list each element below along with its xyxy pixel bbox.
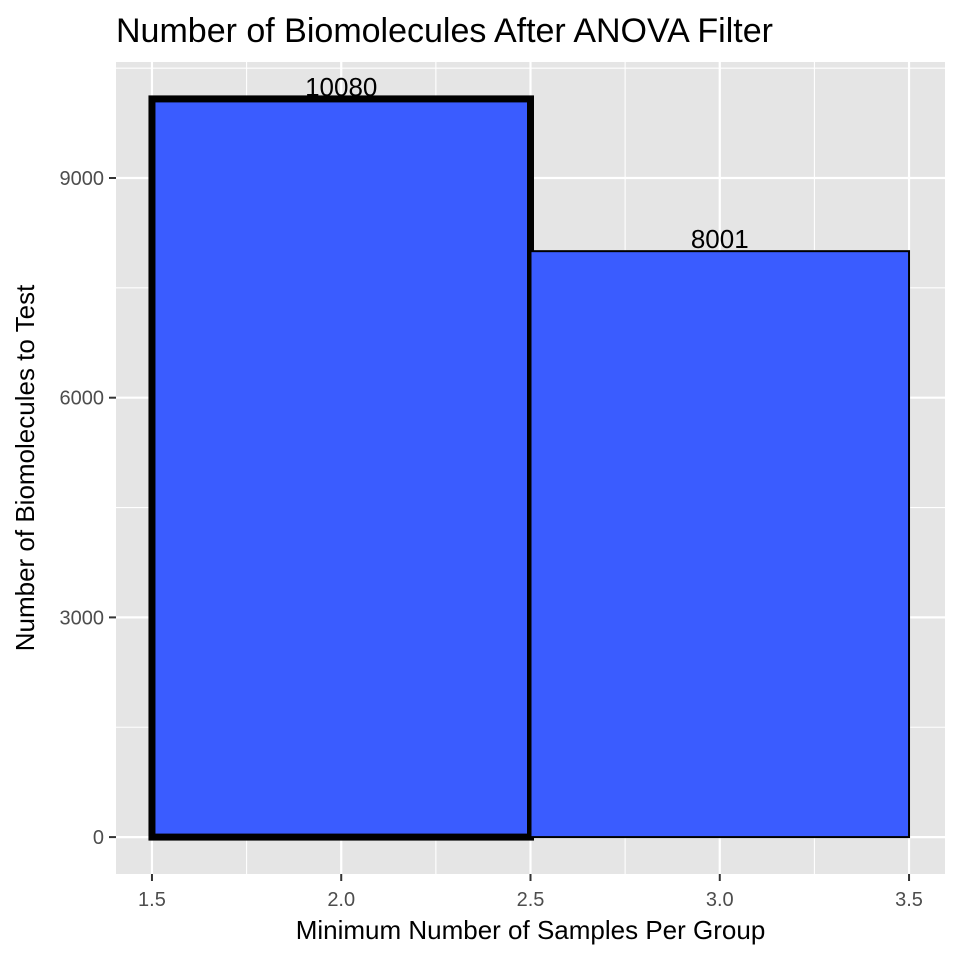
y-axis-title: Number of Biomolecules to Test — [10, 284, 40, 651]
data-labels: 10080 8001 — [305, 72, 749, 254]
x-axis-title: Minimum Number of Samples Per Group — [296, 915, 766, 945]
bar-2 — [529, 250, 911, 839]
bar-value-label-2: 8001 — [691, 224, 749, 254]
bar-1 — [148, 95, 534, 841]
bar-value-label-1: 10080 — [305, 72, 377, 102]
y-tick-label: 9000 — [60, 168, 105, 190]
chart-title: Number of Biomolecules After ANOVA Filte… — [116, 12, 773, 50]
y-axis-ticks: 0 3000 6000 9000 — [60, 168, 116, 849]
x-tick-label: 2.5 — [517, 889, 545, 911]
y-tick-label: 6000 — [60, 388, 105, 410]
x-tick-label: 1.5 — [138, 889, 166, 911]
x-axis-ticks: 1.5 2.0 2.5 3.0 3.5 — [138, 874, 923, 911]
bars — [148, 95, 911, 841]
x-tick-label: 2.0 — [327, 889, 355, 911]
y-tick-label: 0 — [93, 827, 104, 849]
y-tick-label: 3000 — [60, 607, 105, 629]
x-tick-label: 3.0 — [706, 889, 734, 911]
x-tick-label: 3.5 — [895, 889, 923, 911]
